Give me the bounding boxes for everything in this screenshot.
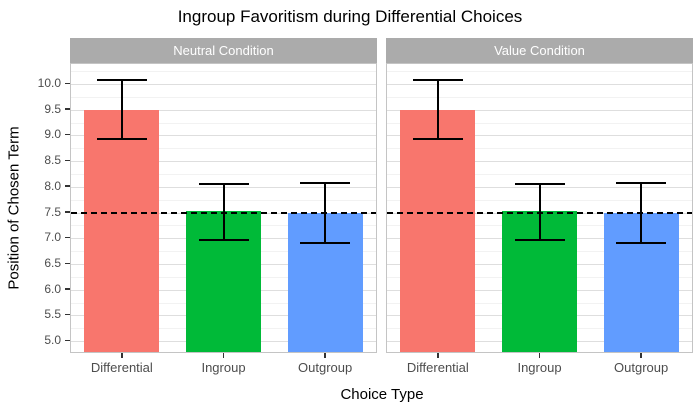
y-axis: 5.0 5.5 6.0 6.5 7.0 7.5 8.0 8.5 9.0 9.5 10.0: [0, 63, 70, 353]
y-tick-mark: [65, 262, 70, 265]
x-category-label: Differential: [90, 360, 153, 375]
minor-gridline: [71, 71, 376, 73]
major-gridline: [71, 135, 376, 137]
y-tick-label: 9.0: [44, 127, 61, 142]
y-tick-label: 10.0: [37, 76, 61, 91]
minor-gridline: [387, 96, 692, 98]
y-tick-mark: [65, 82, 70, 85]
y-tick-mark: [65, 159, 70, 162]
error-bar-cap-bottom: [198, 238, 249, 241]
minor-gridline: [387, 148, 692, 150]
x-axis-value: Differential Ingroup Outgroup: [386, 353, 693, 377]
facet-neutral-condition: Neutral Condition Differential Ingroup Out…: [70, 38, 377, 377]
error-bar-line: [538, 183, 541, 240]
x-axis-neutral: Differential Ingroup Outgroup: [70, 353, 377, 377]
x-tick-mark: [222, 353, 225, 358]
error-bar-cap-top: [412, 79, 463, 82]
bar-differential: [84, 109, 160, 352]
minor-gridline: [387, 174, 692, 176]
minor-gridline: [387, 122, 692, 124]
x-tick-mark: [640, 353, 642, 358]
minor-gridline: [387, 71, 692, 73]
chart-title: Ingroup Favoritism during Differential C…: [177, 7, 523, 26]
error-bar-line: [222, 183, 225, 240]
x-tick-mark: [324, 353, 326, 358]
y-tick-mark: [65, 133, 70, 136]
y-tick-mark: [65, 288, 70, 290]
facet-value-condition: Value Condition Differential Ingroup Outgr…: [386, 38, 693, 377]
panel-neutral: [70, 63, 377, 353]
major-gridline: [387, 161, 692, 163]
y-tick-label: 5.5: [44, 307, 61, 322]
y-tick-mark: [65, 236, 70, 239]
error-bar-cap-top: [514, 182, 565, 185]
error-bar-cap-top: [300, 181, 351, 184]
x-tick-mark: [437, 353, 439, 358]
error-bar-cap-bottom: [514, 238, 565, 241]
y-tick-mark: [65, 108, 70, 110]
minor-gridline: [71, 122, 376, 124]
y-tick-mark: [65, 211, 70, 213]
y-tick-label: 8.0: [44, 178, 61, 193]
x-category-label: Ingroup: [201, 360, 246, 375]
error-bar-cap-top: [96, 79, 147, 82]
x-category-label: Differential: [406, 360, 469, 375]
minor-gridline: [71, 148, 376, 150]
major-gridline: [71, 109, 376, 111]
y-tick-mark: [65, 313, 70, 316]
y-tick-label: 8.5: [44, 153, 61, 168]
error-bar-line: [640, 182, 643, 243]
error-bar-line: [120, 80, 123, 140]
x-axis-title: Choice Type: [340, 386, 424, 403]
error-bar-line: [324, 182, 327, 243]
major-gridline: [71, 84, 376, 86]
y-tick-label: 5.0: [44, 333, 61, 348]
y-tick-label: 6.5: [44, 256, 61, 271]
error-bar-cap-top: [616, 181, 667, 184]
facet-strip-neutral: Neutral Condition: [70, 38, 377, 63]
y-tick-label: 7.0: [44, 230, 61, 245]
error-bar-cap-bottom: [96, 138, 147, 141]
error-bar-line: [436, 80, 439, 140]
error-bar-cap-bottom: [412, 138, 463, 141]
bar-differential: [400, 109, 476, 352]
error-bar-cap-bottom: [616, 241, 667, 244]
minor-gridline: [71, 174, 376, 176]
facet-strip-value: Value Condition: [386, 38, 693, 63]
y-tick-label: 7.5: [44, 204, 61, 219]
major-gridline: [71, 161, 376, 163]
y-tick-label: 6.0: [44, 281, 61, 296]
x-category-label: Outgroup: [298, 360, 353, 375]
x-tick-mark: [121, 353, 123, 358]
major-gridline: [387, 109, 692, 111]
x-category-label: Ingroup: [517, 360, 562, 375]
error-bar-cap-bottom: [300, 241, 351, 244]
y-tick-mark: [65, 339, 70, 342]
x-tick-mark: [538, 353, 541, 358]
major-gridline: [387, 135, 692, 137]
panel-value: [386, 63, 693, 353]
x-category-label: Outgroup: [614, 360, 669, 375]
y-tick-label: 9.5: [44, 101, 61, 116]
error-bar-cap-top: [198, 182, 249, 185]
y-tick-mark: [65, 185, 70, 187]
minor-gridline: [71, 96, 376, 98]
major-gridline: [387, 84, 692, 86]
